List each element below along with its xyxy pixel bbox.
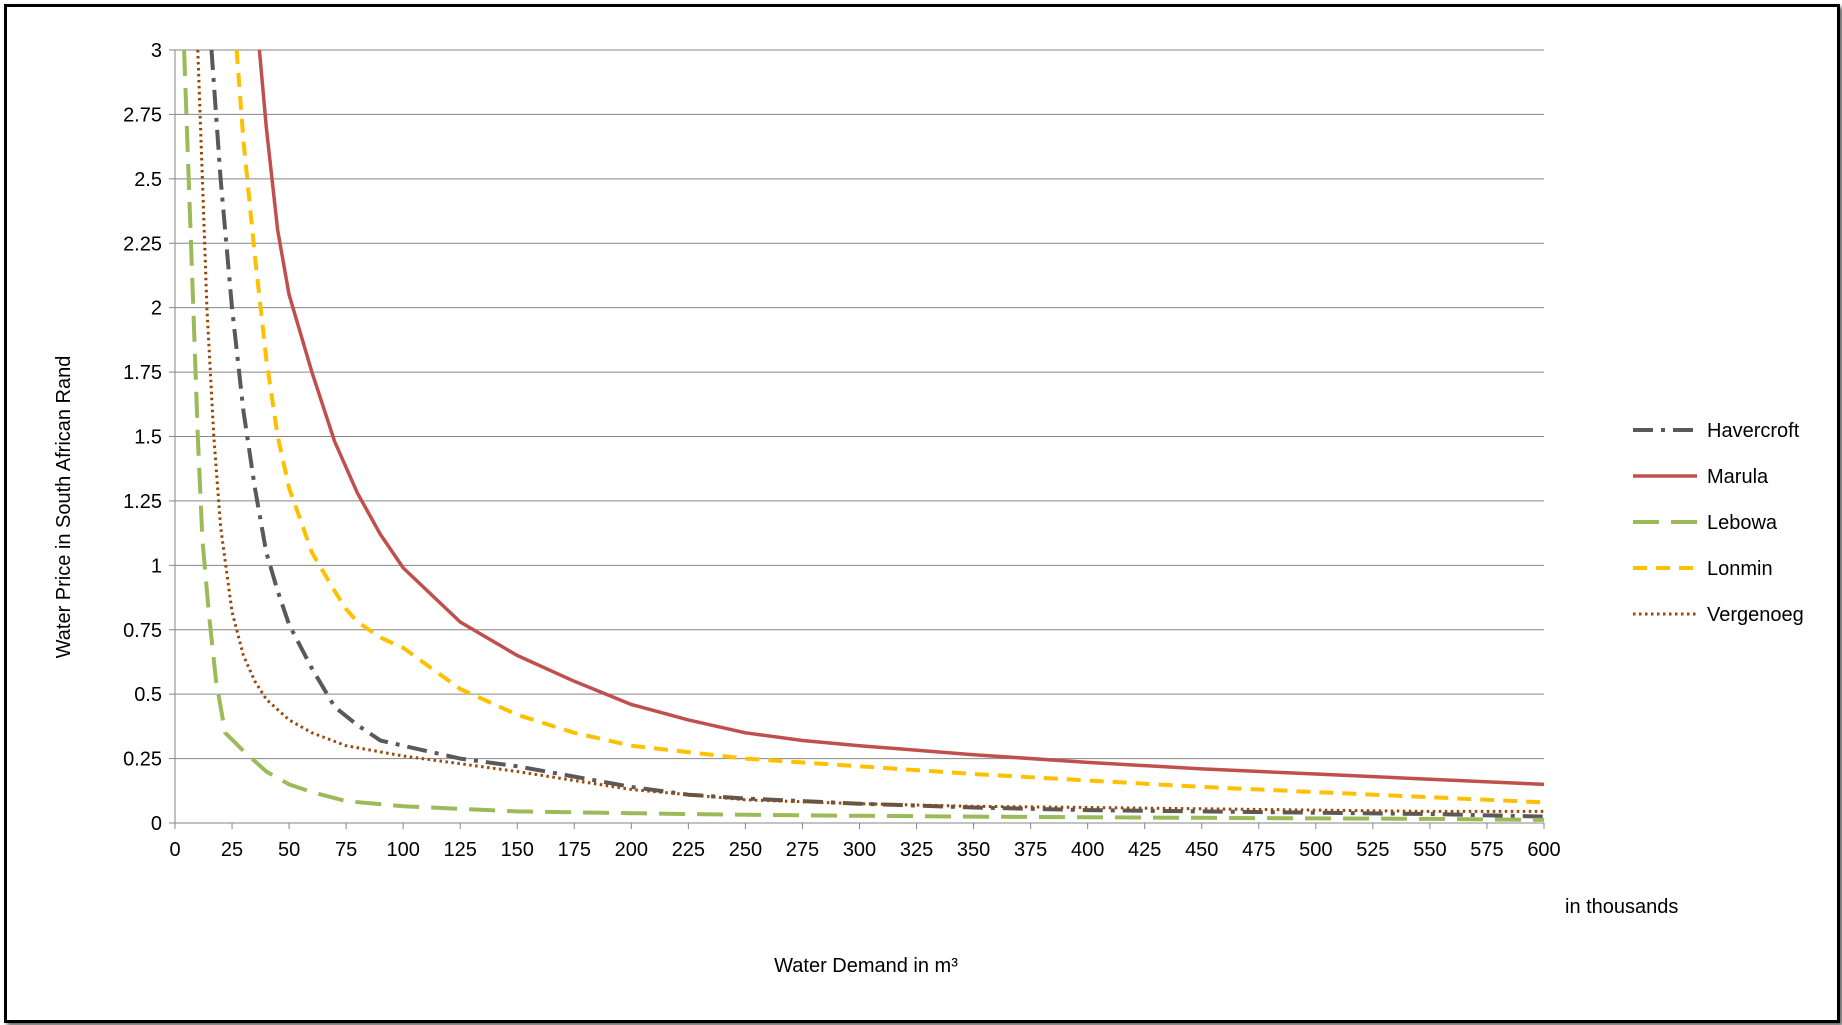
x-tick-label: 150 [501, 839, 534, 861]
x-tick-label: 425 [1128, 839, 1161, 861]
y-axis-label: Water Price in South African Rand [53, 356, 75, 659]
chart-frame: 0 0.25 0.5 0.75 1 1.25 1.5 1.75 2 2.25 2.5 2.75 3 0 2… [4, 4, 1840, 1023]
x-tick-label: 25 [221, 839, 243, 861]
legend-label: Marula [1707, 466, 1769, 488]
series-line-havercroft [209, 49, 1545, 819]
x-tick-labels: 0 25 50 75 100 125 150 175 200 225 250 275 300 325 350… [169, 839, 1560, 861]
series-line-lebowa [182, 49, 1545, 822]
y-tick-label: 2.5 [134, 169, 162, 191]
y-tick-label: 0.25 [123, 749, 162, 771]
x-tick-label: 125 [444, 839, 477, 861]
y-tick-label: 2 [151, 298, 162, 320]
x-tick-label: 75 [335, 839, 357, 861]
y-tick-label: 1.25 [123, 491, 162, 513]
x-tick-label: 575 [1470, 839, 1503, 861]
y-tick-label: 3 [151, 40, 162, 62]
x-tick-label: 525 [1356, 839, 1389, 861]
series-lines [182, 49, 1545, 822]
y-tick-label: 1.75 [123, 362, 162, 384]
x-tick-label: 350 [957, 839, 990, 861]
x-tick-label: 400 [1071, 839, 1104, 861]
x-tick-label: 200 [615, 839, 648, 861]
x-tick-label: 300 [843, 839, 876, 861]
legend-label: Lebowa [1707, 512, 1778, 534]
x-tick-label: 225 [672, 839, 705, 861]
x-tick-label: 175 [558, 839, 591, 861]
x-tick-label: 550 [1413, 839, 1446, 861]
x-tick-label: 325 [900, 839, 933, 861]
x-tick-label: 50 [278, 839, 300, 861]
x-tick-label: 500 [1299, 839, 1332, 861]
series-line-marula [257, 49, 1545, 787]
x-unit-note: in thousands [1565, 896, 1678, 918]
axes [169, 49, 1545, 829]
legend: Havercroft Marula Lebowa Lonmin Vergenoeg [1633, 420, 1804, 626]
legend-label: Havercroft [1707, 420, 1800, 442]
legend-label: Lonmin [1707, 558, 1773, 580]
series-line-vergenoeg [196, 49, 1544, 813]
x-tick-label: 0 [169, 839, 180, 861]
y-tick-labels: 0 0.25 0.5 0.75 1 1.25 1.5 1.75 2 2.25 2.5 2.75 3 [123, 40, 162, 835]
line-chart: 0 0.25 0.5 0.75 1 1.25 1.5 1.75 2 2.25 2.5 2.75 3 0 2… [53, 40, 1804, 977]
x-tick-label: 250 [729, 839, 762, 861]
y-tick-label: 2.25 [123, 233, 162, 255]
y-tick-label: 0.5 [134, 684, 162, 706]
x-axis-label: Water Demand in m³ [774, 955, 958, 977]
series-line-lonmin [234, 49, 1545, 805]
x-tick-label: 450 [1185, 839, 1218, 861]
x-tick-label: 475 [1242, 839, 1275, 861]
x-tick-label: 600 [1527, 839, 1560, 861]
legend-label: Vergenoeg [1707, 604, 1804, 626]
y-tick-label: 1 [151, 555, 162, 577]
x-tick-label: 275 [786, 839, 819, 861]
x-tick-label: 100 [386, 839, 419, 861]
x-tick-label: 375 [1014, 839, 1047, 861]
y-tick-label: 0.75 [123, 620, 162, 642]
y-tick-label: 1.5 [134, 427, 162, 449]
y-tick-label: 0 [151, 813, 162, 835]
gridlines [175, 49, 1544, 760]
y-tick-label: 2.75 [123, 104, 162, 126]
